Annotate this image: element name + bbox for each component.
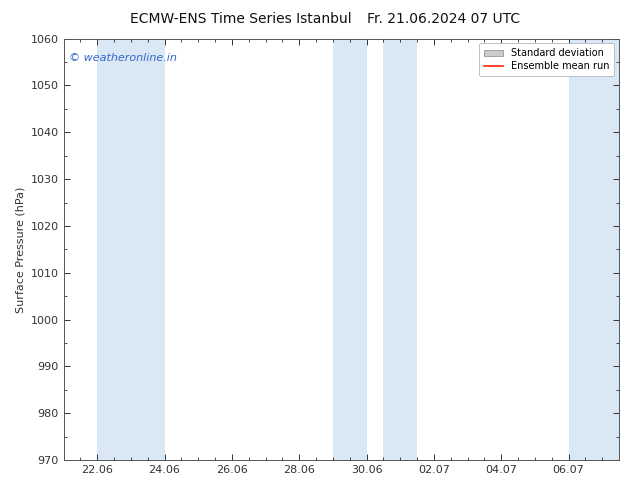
Bar <box>569 39 619 460</box>
Text: Fr. 21.06.2024 07 UTC: Fr. 21.06.2024 07 UTC <box>367 12 521 26</box>
Bar <box>384 39 417 460</box>
Bar <box>97 39 165 460</box>
Bar <box>333 39 366 460</box>
Text: ECMW-ENS Time Series Istanbul: ECMW-ENS Time Series Istanbul <box>130 12 352 26</box>
Text: © weatheronline.in: © weatheronline.in <box>69 53 177 63</box>
Y-axis label: Surface Pressure (hPa): Surface Pressure (hPa) <box>15 186 25 313</box>
Legend: Standard deviation, Ensemble mean run: Standard deviation, Ensemble mean run <box>479 44 614 76</box>
